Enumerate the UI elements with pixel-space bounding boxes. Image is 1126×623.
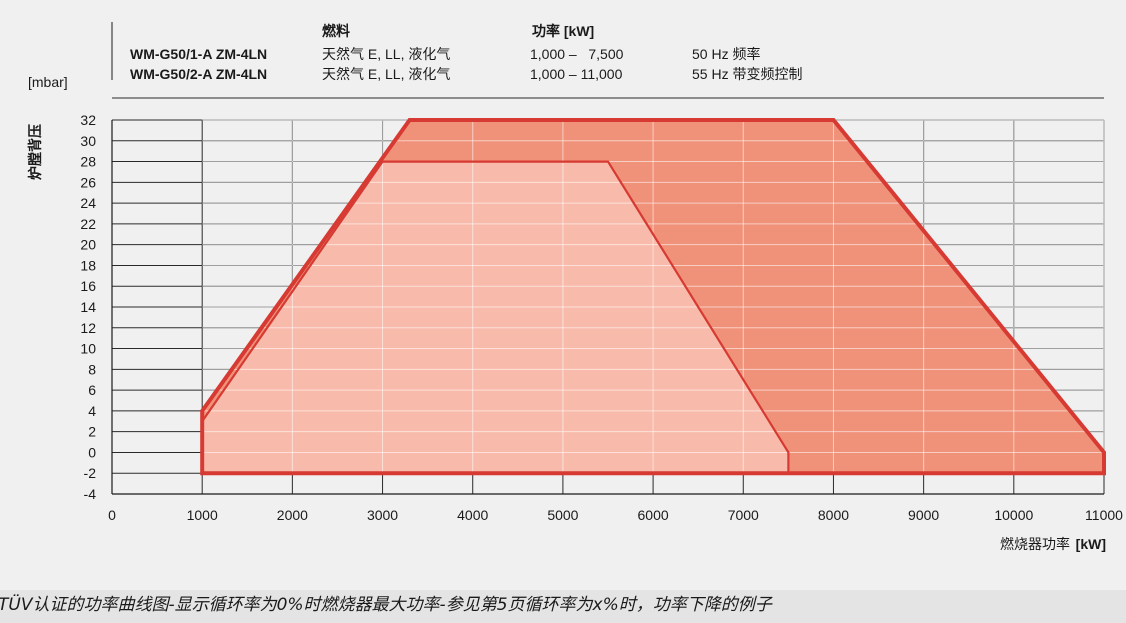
x-tick-label: 5000 — [547, 507, 578, 523]
y-axis-title: 炉膛背压 — [27, 124, 43, 180]
y-tick-label: 20 — [80, 237, 96, 253]
model-fuel-1: 天然气 E, LL, 液化气 — [322, 46, 450, 62]
x-tick-label: 2000 — [277, 507, 308, 523]
x-tick-label: 10000 — [994, 507, 1033, 523]
x-tick-label: 9000 — [908, 507, 939, 523]
y-tick-label: 10 — [80, 341, 96, 357]
model-header: 燃料 功率 [kW] WM-G50/1-A ZM-4LN 天然气 E, LL, … — [111, 22, 802, 82]
y-tick-label: 30 — [80, 133, 96, 149]
x-tick-label: 8000 — [818, 507, 849, 523]
model-name-1: WM-G50/1-A ZM-4LN — [130, 46, 267, 62]
operating-area-outline-1 — [200, 118, 1106, 476]
y-tick-label: -2 — [84, 465, 97, 481]
x-axis-title: 燃烧器功率 — [1000, 536, 1070, 552]
x-tick-label: 1000 — [187, 507, 218, 523]
y-tick-label: 14 — [80, 299, 96, 315]
x-axis-unit: [kW] — [1076, 536, 1106, 552]
y-axis-unit: [mbar] — [28, 74, 68, 90]
y-tick-label: 2 — [88, 424, 96, 440]
figure-caption: TÜV认证的功率曲线图-显示循环率为0%时燃烧器最大功率-参见第5页循环率为x%… — [0, 590, 1126, 623]
y-tick-label: 8 — [88, 361, 96, 377]
power-curve-chart: 燃料 功率 [kW] WM-G50/1-A ZM-4LN 天然气 E, LL, … — [27, 22, 1123, 552]
y-tick-label: -4 — [84, 486, 97, 502]
x-tick-label: 4000 — [457, 507, 488, 523]
y-tick-label: 18 — [80, 257, 96, 273]
power-column-heading: 功率 [kW] — [532, 23, 594, 39]
y-tick-label: 28 — [80, 154, 96, 170]
plot-frame — [111, 120, 1104, 495]
y-tick-label: 12 — [80, 320, 96, 336]
x-tick-label: 6000 — [638, 507, 669, 523]
y-tick-label: 32 — [80, 112, 96, 128]
y-tick-label: 16 — [80, 278, 96, 294]
fuel-column-heading: 燃料 — [322, 23, 350, 39]
model-power-range-1: 1,000 – 7,500 — [530, 46, 624, 62]
y-tick-label: 0 — [88, 444, 96, 460]
model-power-range-2: 1,000 – 11,000 — [530, 66, 623, 82]
y-tick-label: 24 — [80, 195, 96, 211]
x-tick-label: 7000 — [728, 507, 759, 523]
model-fuel-2: 天然气 E, LL, 液化气 — [322, 66, 450, 82]
model-name-2: WM-G50/2-A ZM-4LN — [130, 66, 267, 82]
y-tick-label: 4 — [88, 403, 96, 419]
operating-areas — [200, 118, 1106, 495]
x-tick-label: 11000 — [1085, 507, 1123, 523]
y-tick-label: 26 — [80, 174, 96, 190]
y-tick-label: 22 — [80, 216, 96, 232]
model-frequency-1: 50 Hz 频率 — [692, 46, 760, 62]
model-frequency-2: 55 Hz 带变频控制 — [692, 66, 802, 82]
x-tick-label: 3000 — [367, 507, 398, 523]
y-tick-label: 6 — [88, 382, 96, 398]
operating-area-outline-2 — [201, 160, 790, 475]
caption-text: TÜV认证的功率曲线图-显示循环率为0%时燃烧器最大功率-参见第5页循环率为x%… — [0, 595, 772, 615]
operating-area-2 — [202, 161, 789, 474]
x-tick-label: 0 — [108, 507, 116, 523]
